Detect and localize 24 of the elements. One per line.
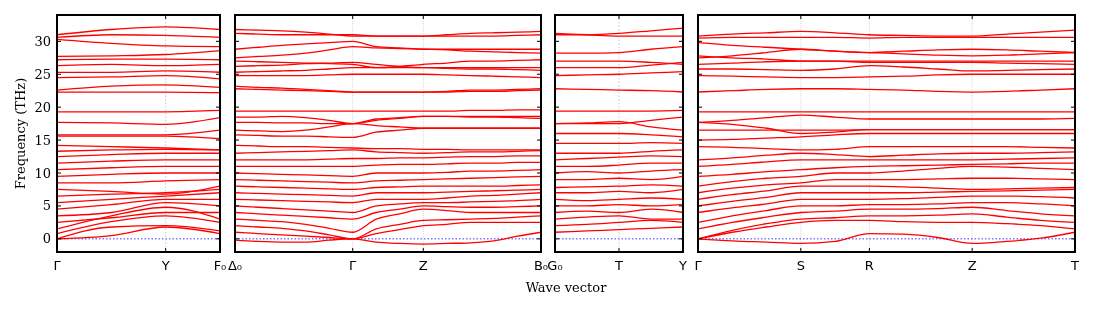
x-tick-label: F₀	[213, 258, 227, 273]
x-tick-label: T	[1070, 258, 1080, 273]
x-tick-label: T	[614, 258, 624, 273]
x-axis-title: Wave vector	[525, 280, 608, 295]
x-tick-label: R	[864, 258, 874, 273]
y-tick-label: 20	[34, 99, 51, 115]
x-tick-label: Y	[160, 258, 170, 273]
x-tick-label: Γ	[694, 258, 703, 273]
x-tick-label: B₀	[533, 258, 549, 273]
y-axis-title: Frequency (THz)	[13, 77, 28, 190]
x-tick-label: Γ	[349, 258, 358, 273]
y-tick-label: 5	[42, 198, 51, 214]
x-tick-label: Z	[967, 258, 977, 273]
y-tick-label: 30	[34, 33, 51, 49]
y-tick-label: 0	[42, 231, 51, 247]
x-tick-label: Y	[678, 258, 688, 273]
x-tick-label: Γ	[53, 258, 62, 273]
x-tick-label: Z	[418, 258, 428, 273]
y-tick-label: 15	[34, 132, 51, 148]
x-tick-label: Δ₀	[227, 258, 243, 273]
y-tick-label: 25	[34, 66, 51, 82]
x-tick-label: G₀	[547, 258, 563, 273]
y-tick-label: 10	[34, 165, 51, 181]
x-tick-label: S	[796, 258, 805, 273]
